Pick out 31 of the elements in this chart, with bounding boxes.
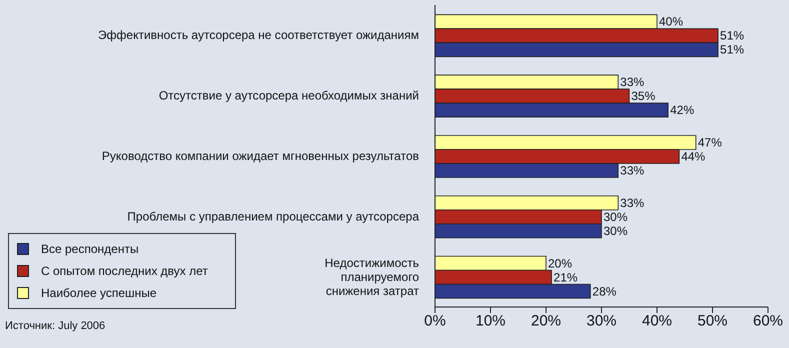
data-label: 35% <box>631 89 656 104</box>
y-tick-label: Недостижимость планируемого снижения затрат <box>324 256 420 298</box>
x-tick-label: 10% <box>475 312 506 330</box>
data-label: 44% <box>681 149 706 164</box>
text: Источник: July 2006 <box>5 320 106 332</box>
data-label: 33% <box>620 163 644 178</box>
legend-label: Все респонденты <box>41 242 139 256</box>
data-label: 51% <box>720 42 744 57</box>
data-label: 42% <box>670 103 694 118</box>
data-label: 33% <box>620 75 644 90</box>
legend-label: Наиболее успешные <box>41 286 157 300</box>
y-tick-label: Отсутствие у аутсорсера необходимых знаний <box>158 88 419 103</box>
data-label: 30% <box>604 224 628 238</box>
x-tick-label: 40% <box>642 312 672 330</box>
x-tick-label: 20% <box>530 312 562 330</box>
y-tick-label: Руководство компании ожидает мгновенных результатов <box>102 149 419 163</box>
data-label: 21% <box>554 270 578 284</box>
x-tick-label: 30% <box>586 312 617 330</box>
y-tick-label: Проблемы с управлением процессами у аутсорсера <box>127 209 420 224</box>
x-tick-label: 0% <box>424 312 446 330</box>
data-label: 28% <box>592 284 617 298</box>
y-tick-label: Эффективность аутсорсера не соответствует ожиданиям <box>98 28 419 42</box>
data-label: 51% <box>720 28 744 43</box>
x-tick-label: 50% <box>697 312 728 330</box>
data-label: 40% <box>659 14 684 29</box>
x-tick-label: 60% <box>752 312 784 330</box>
data-label: 30% <box>604 210 628 224</box>
data-label: 33% <box>620 196 644 210</box>
legend-label: С опытом последних двух лет <box>41 264 208 278</box>
data-label: 47% <box>698 135 722 150</box>
data-label: 20% <box>548 256 572 270</box>
